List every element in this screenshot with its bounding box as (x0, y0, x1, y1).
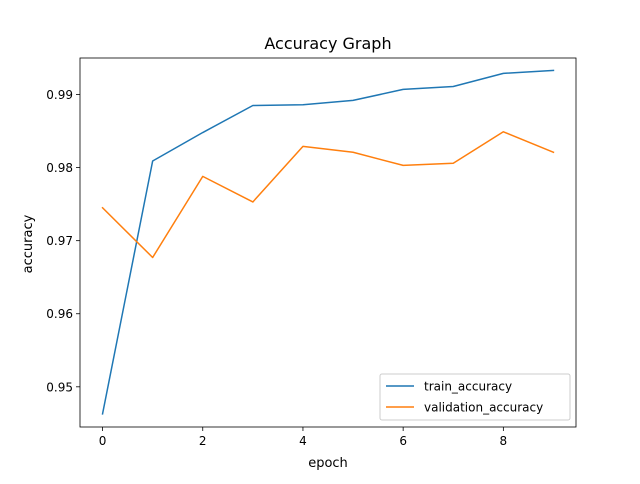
y-tick-label: 0.95 (46, 380, 73, 394)
x-tick-label: 8 (500, 434, 508, 448)
y-tick-label: 0.97 (46, 234, 73, 248)
legend-label-train-accuracy: train_accuracy (424, 380, 512, 394)
x-tick-label: 2 (199, 434, 207, 448)
x-axis-label: epoch (308, 456, 348, 471)
legend-label-validation-accuracy: validation_accuracy (424, 401, 543, 415)
y-tick-label: 0.98 (46, 161, 73, 175)
y-axis-label: accuracy (21, 214, 36, 273)
y-tick-label: 0.99 (46, 88, 73, 102)
x-tick-label: 6 (399, 434, 407, 448)
legend: train_accuracy validation_accuracy (380, 374, 570, 420)
x-tick-label: 0 (99, 434, 107, 448)
chart-title: Accuracy Graph (264, 34, 391, 53)
y-tick-label: 0.96 (46, 307, 73, 321)
x-tick-label: 4 (299, 434, 307, 448)
